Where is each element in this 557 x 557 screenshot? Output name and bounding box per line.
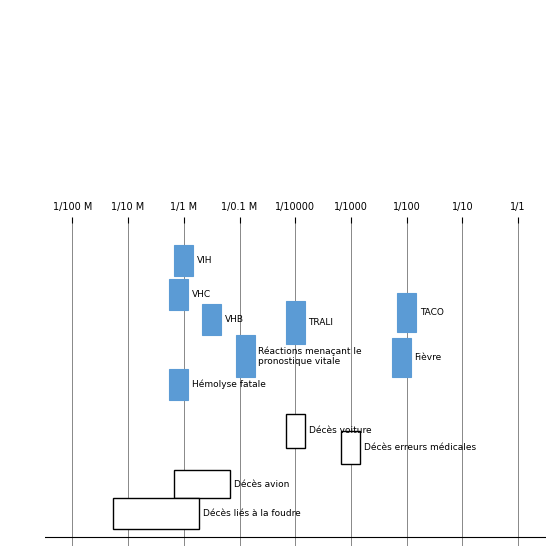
Text: Réactions menaçant le
pronostique vitale: Réactions menaçant le pronostique vitale <box>258 346 362 366</box>
Text: TRALI: TRALI <box>309 318 334 327</box>
Bar <box>236 335 255 377</box>
Bar <box>341 431 360 465</box>
Bar <box>286 301 305 344</box>
Bar <box>202 304 221 335</box>
Bar <box>113 498 199 529</box>
Bar <box>169 279 188 310</box>
Text: Hémolyse fatale: Hémolyse fatale <box>192 379 266 389</box>
Text: Décès avion: Décès avion <box>234 480 289 488</box>
Text: Décès voiture: Décès voiture <box>309 426 371 435</box>
Text: TACO: TACO <box>420 308 444 317</box>
Text: Fièvre: Fièvre <box>414 353 442 362</box>
Text: VIH: VIH <box>197 256 213 265</box>
Bar <box>286 414 305 447</box>
Bar <box>397 293 416 333</box>
Text: VHC: VHC <box>192 290 211 299</box>
Text: Décès liés à la foudre: Décès liés à la foudre <box>203 509 300 518</box>
Text: VHB: VHB <box>225 315 244 324</box>
Bar <box>174 470 230 498</box>
Bar <box>169 369 188 400</box>
Bar <box>392 338 411 377</box>
Text: Décès erreurs médicales: Décès erreurs médicales <box>364 443 476 452</box>
Bar <box>174 245 193 276</box>
